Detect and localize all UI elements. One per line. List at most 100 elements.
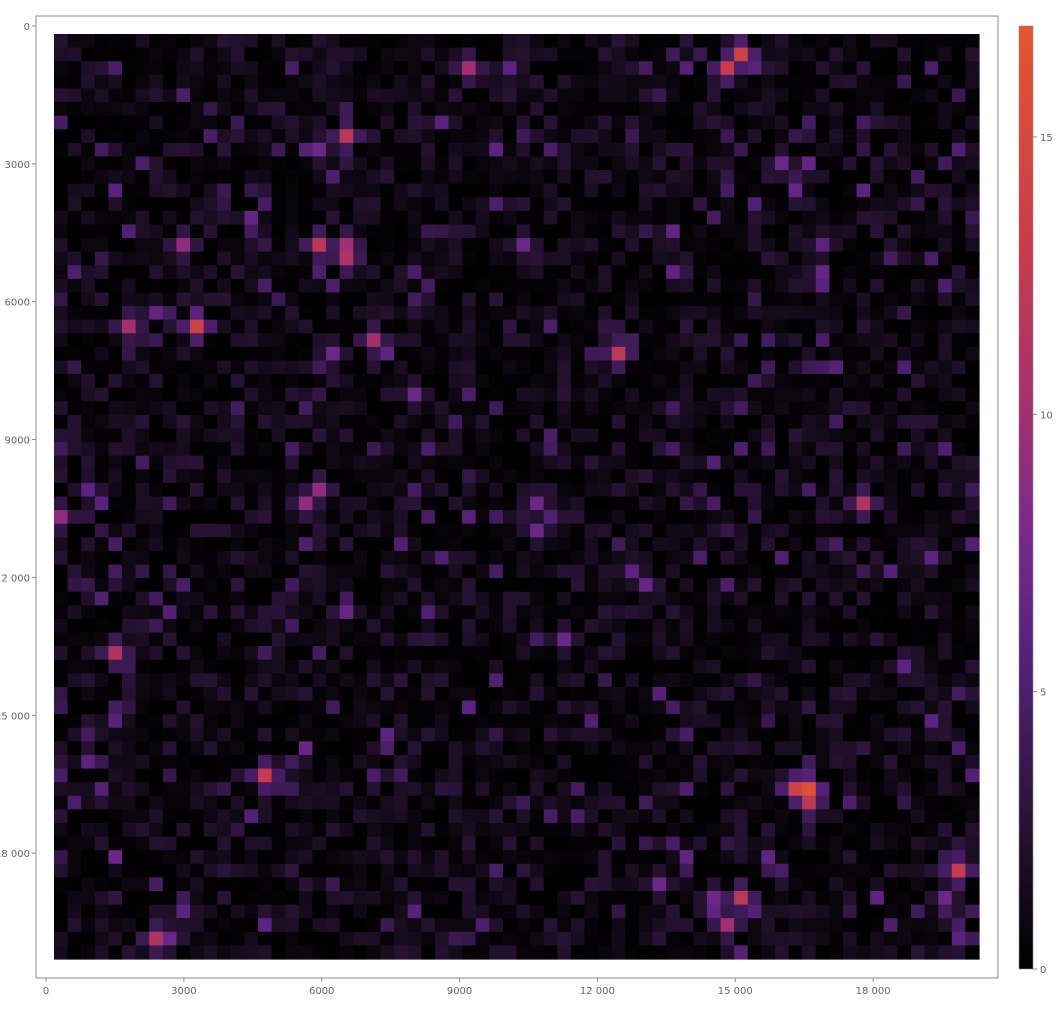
heatmap-cell [122, 673, 137, 688]
heatmap-cell [81, 428, 96, 443]
heatmap-cell [557, 183, 572, 198]
heatmap-cell [761, 115, 776, 130]
heatmap-cell [502, 673, 518, 688]
heatmap-cell [883, 238, 898, 253]
heatmap-cell [230, 618, 246, 634]
heatmap-cell [530, 129, 545, 144]
heatmap-cell [570, 224, 586, 239]
heatmap-cell [910, 47, 926, 62]
heatmap-cell [638, 578, 654, 593]
heatmap-cell [230, 591, 246, 606]
heatmap-cell [339, 292, 354, 307]
heatmap-cell [149, 510, 164, 525]
heatmap-cell [258, 918, 273, 933]
heatmap-cell [122, 945, 137, 960]
heatmap-cell [666, 618, 681, 634]
heatmap-cell [856, 183, 871, 198]
heatmap-cell [407, 306, 422, 321]
heatmap-cell [924, 632, 939, 647]
heatmap-cell [353, 618, 368, 634]
heatmap-cell [448, 918, 463, 933]
heatmap-cell [339, 550, 354, 566]
heatmap-cell [856, 142, 871, 158]
heatmap-cell [394, 754, 409, 770]
heatmap-cell [706, 142, 722, 158]
heatmap-cell [94, 61, 110, 76]
heatmap-cell [285, 115, 300, 130]
heatmap-cell [638, 360, 654, 375]
heatmap-cell [774, 387, 790, 402]
heatmap-cell [475, 931, 490, 946]
heatmap-cell [516, 115, 531, 130]
heatmap-cell [584, 700, 599, 715]
heatmap-cell [462, 346, 477, 362]
heatmap-cell [883, 414, 898, 430]
heatmap-cell [448, 224, 463, 239]
heatmap-cell [788, 387, 803, 402]
heatmap-cell [543, 686, 558, 702]
heatmap-cell [598, 47, 613, 62]
heatmap-cell [176, 904, 191, 919]
heatmap-cell [625, 482, 640, 498]
heatmap-cell [924, 47, 939, 62]
heatmap-cell [54, 319, 69, 334]
heatmap-cell [489, 265, 504, 280]
heatmap-cell [679, 197, 694, 212]
heatmap-cell [475, 768, 490, 783]
heatmap-cell [285, 578, 300, 593]
heatmap-cell [720, 455, 735, 470]
heatmap-cell [584, 686, 599, 702]
heatmap-cell [394, 931, 409, 946]
heatmap-cell [353, 251, 368, 266]
heatmap-cell [910, 822, 926, 838]
heatmap-cell [366, 931, 382, 946]
heatmap-cell [366, 918, 382, 933]
heatmap-cell [135, 646, 150, 661]
heatmap-cell [598, 360, 613, 375]
heatmap-cell [230, 414, 246, 430]
heatmap-cell [693, 346, 708, 362]
heatmap-cell [122, 632, 137, 647]
heatmap-cell [421, 523, 436, 538]
heatmap-cell [271, 768, 286, 783]
heatmap-cell [611, 455, 626, 470]
heatmap-cell [666, 442, 681, 457]
heatmap-cell [122, 442, 137, 457]
heatmap-cell [421, 754, 436, 770]
heatmap-cell [421, 632, 436, 647]
heatmap-cell [94, 142, 110, 158]
heatmap-cell [910, 659, 926, 674]
heatmap-cell [190, 686, 205, 702]
heatmap-cell [312, 782, 327, 797]
heatmap-cell [679, 387, 694, 402]
heatmap-cell [339, 102, 354, 117]
heatmap-cell [394, 659, 409, 674]
heatmap-cell [339, 142, 354, 158]
heatmap-cell [54, 931, 69, 946]
heatmap-cell [543, 34, 558, 49]
heatmap-cell [815, 374, 830, 389]
heatmap-cell [203, 578, 218, 593]
heatmap-cell [557, 265, 572, 280]
heatmap-cell [448, 238, 463, 253]
heatmap-cell [829, 333, 844, 348]
heatmap-cell [598, 102, 613, 117]
heatmap-cell [938, 564, 953, 579]
heatmap-cell [720, 550, 735, 566]
heatmap-cell [353, 482, 368, 498]
heatmap-cell [557, 918, 572, 933]
heatmap-cell [190, 714, 205, 729]
heatmap-cell [638, 782, 654, 797]
heatmap-cell [761, 523, 776, 538]
heatmap-cell [67, 387, 82, 402]
heatmap-cell [802, 850, 817, 865]
heatmap-cell [448, 251, 463, 266]
heatmap-cell [924, 61, 939, 76]
heatmap-cell [94, 496, 110, 511]
heatmap-cell [339, 251, 354, 266]
heatmap-cell [339, 442, 354, 457]
heatmap-cell [530, 74, 545, 90]
heatmap-cell [638, 591, 654, 606]
heatmap-cell [258, 877, 273, 892]
heatmap-cell [244, 482, 259, 498]
